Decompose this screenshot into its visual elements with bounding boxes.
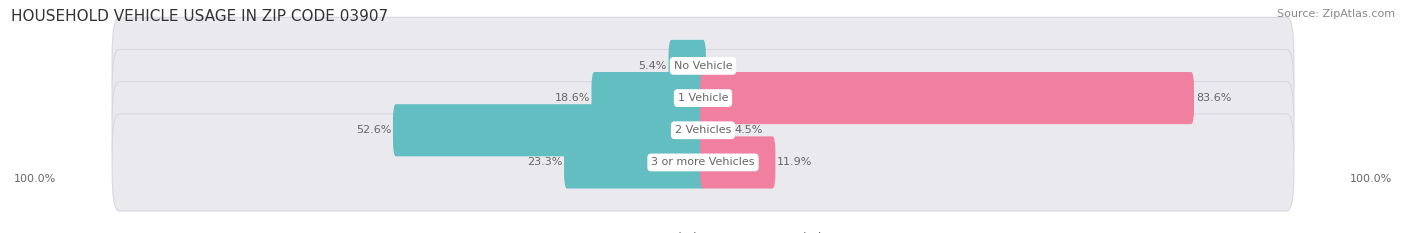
Text: No Vehicle: No Vehicle [673,61,733,71]
FancyBboxPatch shape [112,49,1294,147]
Text: 100.0%: 100.0% [14,174,56,184]
Text: 11.9%: 11.9% [778,158,813,168]
Text: HOUSEHOLD VEHICLE USAGE IN ZIP CODE 03907: HOUSEHOLD VEHICLE USAGE IN ZIP CODE 0390… [11,9,388,24]
Text: 0.0%: 0.0% [707,61,735,71]
FancyBboxPatch shape [564,136,706,188]
Text: 100.0%: 100.0% [1350,174,1392,184]
FancyBboxPatch shape [592,72,706,124]
FancyBboxPatch shape [392,104,706,156]
Legend: Owner-occupied, Renter-occupied: Owner-occupied, Renter-occupied [579,228,827,233]
FancyBboxPatch shape [112,82,1294,179]
FancyBboxPatch shape [112,17,1294,114]
Text: 1 Vehicle: 1 Vehicle [678,93,728,103]
Text: Source: ZipAtlas.com: Source: ZipAtlas.com [1277,9,1395,19]
Text: 52.6%: 52.6% [356,125,391,135]
Text: 5.4%: 5.4% [638,61,666,71]
Text: 3 or more Vehicles: 3 or more Vehicles [651,158,755,168]
Text: 83.6%: 83.6% [1195,93,1232,103]
FancyBboxPatch shape [700,72,1194,124]
FancyBboxPatch shape [669,40,706,92]
FancyBboxPatch shape [700,136,775,188]
Text: 2 Vehicles: 2 Vehicles [675,125,731,135]
FancyBboxPatch shape [112,114,1294,211]
Text: 18.6%: 18.6% [554,93,589,103]
Text: 4.5%: 4.5% [734,125,762,135]
FancyBboxPatch shape [700,104,733,156]
Text: 23.3%: 23.3% [527,158,562,168]
